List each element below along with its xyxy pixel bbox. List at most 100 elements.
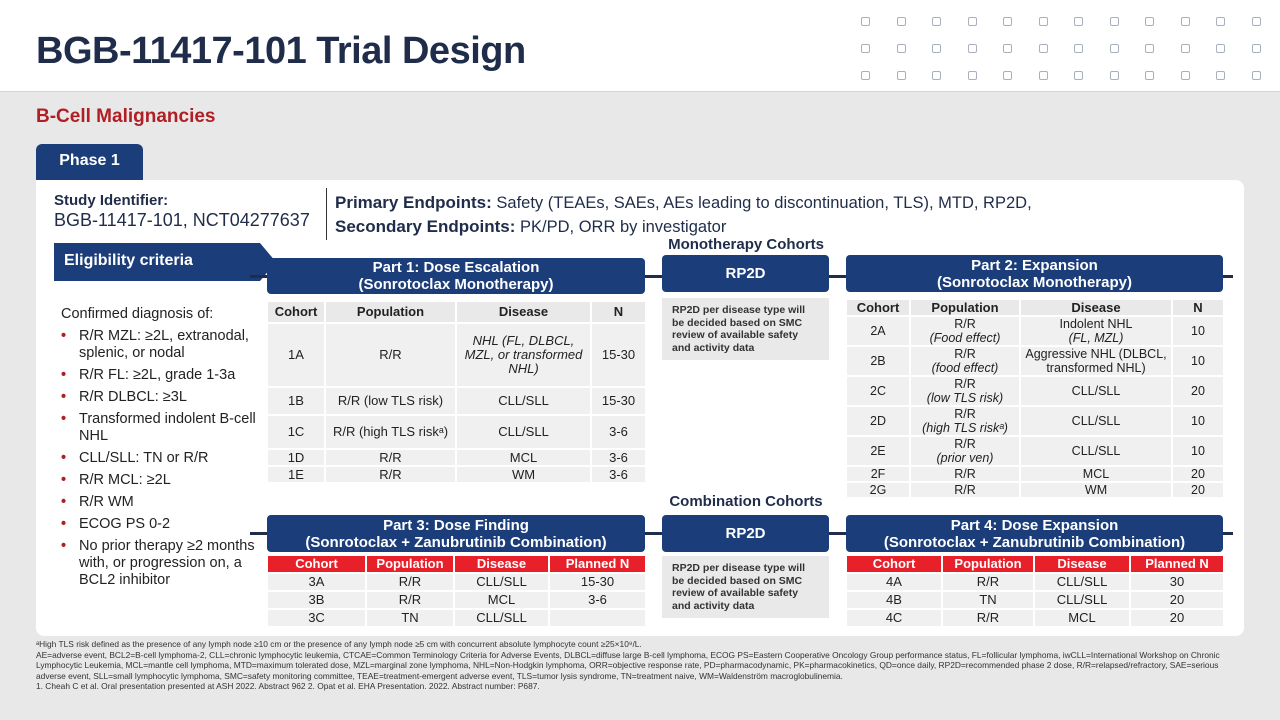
decorative-dot <box>1251 17 1261 26</box>
decorative-dot <box>1074 17 1083 26</box>
footnote-a: ᵃHigh TLS risk defined as the presence o… <box>36 639 642 649</box>
table-row: 4A R/R CLL/SLL 30 <box>847 574 1223 590</box>
part1-col-disease: Disease <box>457 302 590 322</box>
decorative-dot <box>896 44 906 53</box>
footnotes: ᵃHigh TLS risk defined as the presence o… <box>36 639 1246 692</box>
cell: 3C <box>268 610 365 626</box>
decorative-dot <box>896 71 906 80</box>
cell: MCL <box>455 592 548 608</box>
decorative-dot <box>1251 44 1261 53</box>
cell: 4B <box>847 592 941 608</box>
cell: 3-6 <box>592 416 645 448</box>
cell: R/R (prior ven) <box>911 437 1019 465</box>
cell-line: R/R <box>954 483 976 497</box>
cell: MCL <box>1035 610 1129 626</box>
footnote-references: 1. Cheah C et al. Oral presentation pres… <box>36 681 540 692</box>
cell: TN <box>367 610 453 626</box>
part4-subtitle: (Sonrotoclax + Zanubrutinib Combination) <box>883 533 1186 551</box>
study-identifier-value: BGB-11417-101, NCT04277637 <box>54 210 310 230</box>
eligibility-list: R/R MZL: ≥2L, extranodal, splenic, or no… <box>61 328 261 594</box>
decorative-dot <box>896 17 906 26</box>
part2-col-cohort: Cohort <box>847 300 909 315</box>
decorative-dot <box>1145 44 1154 53</box>
table-row: 1B R/R (low TLS risk) CLL/SLL 15-30 <box>268 388 645 414</box>
part4-col-n: Planned N <box>1131 556 1223 572</box>
cell: 20 <box>1173 377 1223 405</box>
table-row: 4B TN CLL/SLL 20 <box>847 592 1223 608</box>
decorative-dot <box>1038 17 1048 26</box>
part1-table: Cohort Population Disease N 1A R/R NHL (FL… <box>266 300 647 484</box>
combination-heading: Combination Cohorts <box>669 493 823 510</box>
part2-title: Part 2: Expansion <box>971 256 1098 274</box>
cell: TN <box>943 592 1033 608</box>
cell: 4C <box>847 610 941 626</box>
part3-subtitle: (Sonrotoclax + Zanubrutinib Combination) <box>305 533 607 551</box>
decorative-dot <box>967 44 977 53</box>
rp2d-box-combo: RP2D <box>662 515 829 552</box>
list-item: R/R FL: ≥2L, grade 1-3a <box>61 367 261 384</box>
table-row: 1A R/R NHL (FL, DLBCL, MZL, or transformed… <box>268 324 645 386</box>
part2-table: Cohort Population Disease N 2A R/R (Food e… <box>845 298 1225 499</box>
decorative-dot <box>1216 71 1225 80</box>
cell: CLL/SLL <box>1035 574 1129 590</box>
cell-line: (food effect) <box>931 361 999 375</box>
part1-col-population: Population <box>326 302 455 322</box>
cell: CLL/SLL <box>1021 377 1171 405</box>
cell: 20 <box>1173 483 1223 497</box>
footnote-abbreviations: AE=adverse event, BCL2=B-cell lymphoma-2… <box>36 649 1220 681</box>
cell: CLL/SLL <box>457 388 590 414</box>
list-item: R/R DLBCL: ≥3L <box>61 389 261 406</box>
table-row: 1E R/R WM 3-6 <box>268 467 645 482</box>
endpoints: Primary Endpoints: Safety (TEAEs, SAEs, … <box>335 191 1032 239</box>
decorative-dot <box>932 44 941 53</box>
list-item: ECOG PS 0-2 <box>61 516 261 533</box>
cell: R/R <box>326 450 455 465</box>
cell-line: R/R <box>954 407 976 421</box>
table-row: 1C R/R (high TLS riskᵃ) CLL/SLL 3-6 <box>268 416 645 448</box>
cell-line: Indolent NHL <box>1059 317 1133 331</box>
list-item: R/R MCL: ≥2L <box>61 472 261 489</box>
page-title: BGB-11417-101 Trial Design <box>36 30 526 72</box>
cell: MCL <box>1021 467 1171 481</box>
cell-line: WM <box>1084 483 1108 497</box>
eligibility-intro: Confirmed diagnosis of: <box>61 306 214 322</box>
decorative-dot-grid <box>858 14 1278 84</box>
list-item: R/R WM <box>61 494 261 511</box>
part1-col-n: N <box>592 302 645 322</box>
table-row: 3A R/R CLL/SLL 15-30 <box>268 574 645 590</box>
decorative-dot <box>861 71 870 80</box>
decorative-dot <box>1038 71 1048 80</box>
decorative-dot <box>1180 17 1190 26</box>
part2-header: Part 2: Expansion (Sonrotoclax Monothera… <box>846 255 1223 292</box>
decorative-dot <box>1145 17 1154 26</box>
secondary-endpoints-value: PK/PD, ORR by investigator <box>515 218 727 236</box>
cell: R/R <box>367 574 453 590</box>
table-row: 2C R/R (low TLS risk) CLL/SLL 20 <box>847 377 1223 405</box>
cell: 1B <box>268 388 324 414</box>
cell: 2G <box>847 483 909 497</box>
cell: 3-6 <box>550 592 645 608</box>
cell-line: R/R <box>954 347 976 361</box>
decorative-dot <box>1074 71 1083 80</box>
cell: 3-6 <box>592 450 645 465</box>
decorative-dot <box>861 44 870 53</box>
cell: 3A <box>268 574 365 590</box>
cell: 3-6 <box>592 467 645 482</box>
cell: 2A <box>847 317 909 345</box>
monotherapy-heading: Monotherapy Cohorts <box>668 236 824 253</box>
cell-line: CLL/SLL <box>1071 384 1121 398</box>
cell-line: CLL/SLL <box>1071 444 1121 458</box>
part2-col-n: N <box>1173 300 1223 315</box>
cell: 20 <box>1131 610 1223 626</box>
decorative-dot <box>1145 71 1154 80</box>
cell: R/R <box>943 610 1033 626</box>
rp2d-note-combo: RP2D per disease type will be decided ba… <box>662 556 829 618</box>
part4-title: Part 4: Dose Expansion <box>950 516 1119 534</box>
cell-line: Aggressive NHL (DLBCL, <box>1025 347 1167 361</box>
cell: 10 <box>1173 347 1223 375</box>
cell: R/R (low TLS risk) <box>911 377 1019 405</box>
table-row: 2G R/R WM 20 <box>847 483 1223 497</box>
part3-col-disease: Disease <box>455 556 548 572</box>
cell-line: transformed NHL) <box>1046 361 1146 375</box>
cell: R/R <box>911 467 1019 481</box>
